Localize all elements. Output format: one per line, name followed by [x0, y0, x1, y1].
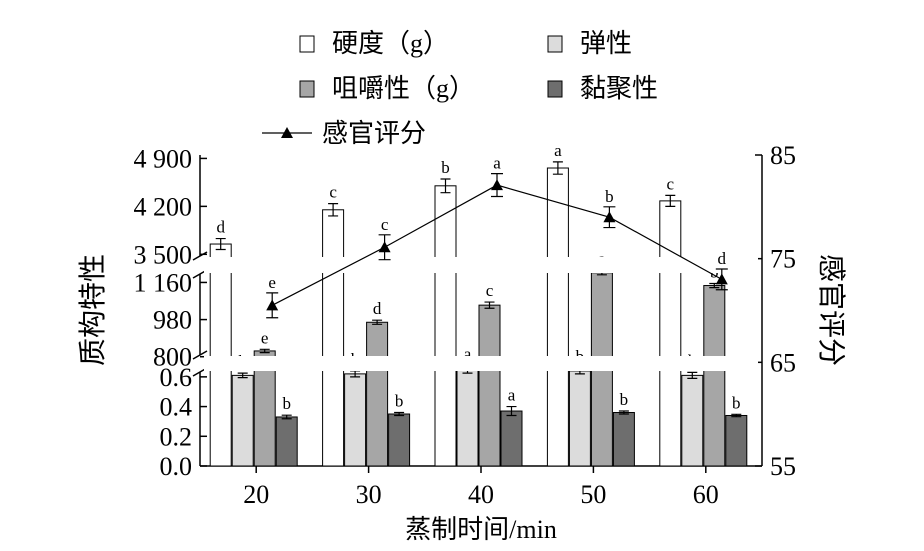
error-bar [328, 203, 339, 217]
legend-label: 感官评分 [322, 119, 426, 148]
significance-label: a [508, 386, 516, 405]
line-marker [378, 241, 391, 253]
significance-label: e [268, 273, 276, 292]
x-axis-title: 蒸制时间/min [405, 515, 557, 544]
line-marker [491, 179, 503, 191]
bar [366, 321, 389, 467]
right-tick-label: 65 [770, 348, 796, 377]
bar [388, 413, 411, 467]
axis-break-mark [192, 350, 208, 360]
bar [568, 370, 591, 467]
left-tick-label: 4 900 [134, 144, 193, 173]
bar [434, 185, 457, 467]
right-axis-title: 感官评分 [815, 254, 847, 366]
bar [478, 304, 501, 467]
significance-label: b [395, 392, 404, 411]
significance-label: a [464, 345, 472, 364]
left-tick-label: 0.6 [160, 363, 193, 392]
significance-label: d [216, 218, 225, 237]
significance-label: b [732, 393, 741, 412]
bar [344, 373, 367, 467]
left-tick-label: 800 [153, 343, 192, 372]
left-tick-label: 4 200 [134, 192, 193, 221]
error-bar [665, 194, 676, 207]
bar [703, 285, 726, 467]
significance-label: b [605, 187, 614, 206]
x-tick-label: 40 [468, 480, 494, 509]
error-bar [259, 348, 270, 354]
x-tick-label: 30 [356, 480, 382, 509]
error-bar [506, 405, 517, 417]
error-bar [618, 410, 629, 415]
break-gap [204, 356, 758, 371]
left-tick-label: 0.2 [160, 422, 193, 451]
x-tick-label: 50 [580, 480, 606, 509]
legend-label: 黏聚性 [580, 74, 658, 103]
legend-label: 硬度（g） [332, 29, 449, 58]
error-bar [687, 371, 698, 379]
right-tick-label: 85 [770, 141, 796, 170]
significance-label: b [620, 390, 629, 409]
bar [231, 374, 254, 467]
significance-label: c [329, 183, 337, 202]
legend-swatch [547, 80, 563, 98]
x-tick-label: 20 [243, 480, 269, 509]
left-tick-label: 980 [153, 306, 192, 335]
error-bar [731, 413, 742, 418]
significance-label: a [493, 154, 501, 173]
bar [681, 374, 704, 467]
right-tick-label: 55 [770, 452, 796, 481]
error-bar [394, 411, 405, 417]
bar [659, 200, 682, 467]
bar [275, 416, 298, 467]
significance-label: a [554, 141, 562, 160]
significance-label: d [718, 249, 727, 268]
left-tick-label: 3 500 [134, 240, 193, 269]
left-tick-label: 1 160 [134, 268, 193, 297]
significance-label: c [486, 281, 494, 300]
bar [322, 209, 345, 467]
line-marker [603, 211, 616, 223]
error-bar [372, 319, 383, 325]
error-bar [281, 414, 292, 420]
significance-label: e [261, 328, 269, 347]
significance-label: d [373, 299, 382, 318]
left-tick-label: 0.0 [160, 452, 193, 481]
left-axis-title: 质构特性 [77, 254, 109, 366]
bar [500, 410, 523, 467]
error-bar [440, 178, 451, 194]
error-bar [215, 237, 226, 251]
significance-label: b [441, 158, 450, 177]
legend-label: 弹性 [580, 29, 632, 58]
legend-label: 咀嚼性（g） [332, 74, 475, 103]
break-gap [204, 257, 758, 273]
left-tick-label: 0.4 [160, 393, 193, 422]
error-bar [552, 161, 563, 175]
bar [456, 368, 479, 467]
line-marker [715, 273, 728, 285]
significance-label: b [282, 394, 291, 413]
legend-swatch [299, 35, 315, 53]
x-tick-label: 60 [693, 480, 719, 509]
right-tick-label: 75 [770, 245, 796, 274]
significance-label: c [381, 215, 389, 234]
line-marker [266, 299, 279, 311]
bar [546, 167, 569, 467]
legend-swatch [547, 35, 563, 53]
error-bar [484, 301, 495, 309]
error-bar [237, 372, 248, 379]
bar [209, 243, 232, 467]
significance-label: c [667, 174, 675, 193]
bar [612, 412, 635, 467]
legend-swatch [299, 80, 315, 98]
legend-line-marker [281, 127, 293, 138]
bar [725, 414, 748, 467]
axis-break-mark [192, 251, 208, 261]
